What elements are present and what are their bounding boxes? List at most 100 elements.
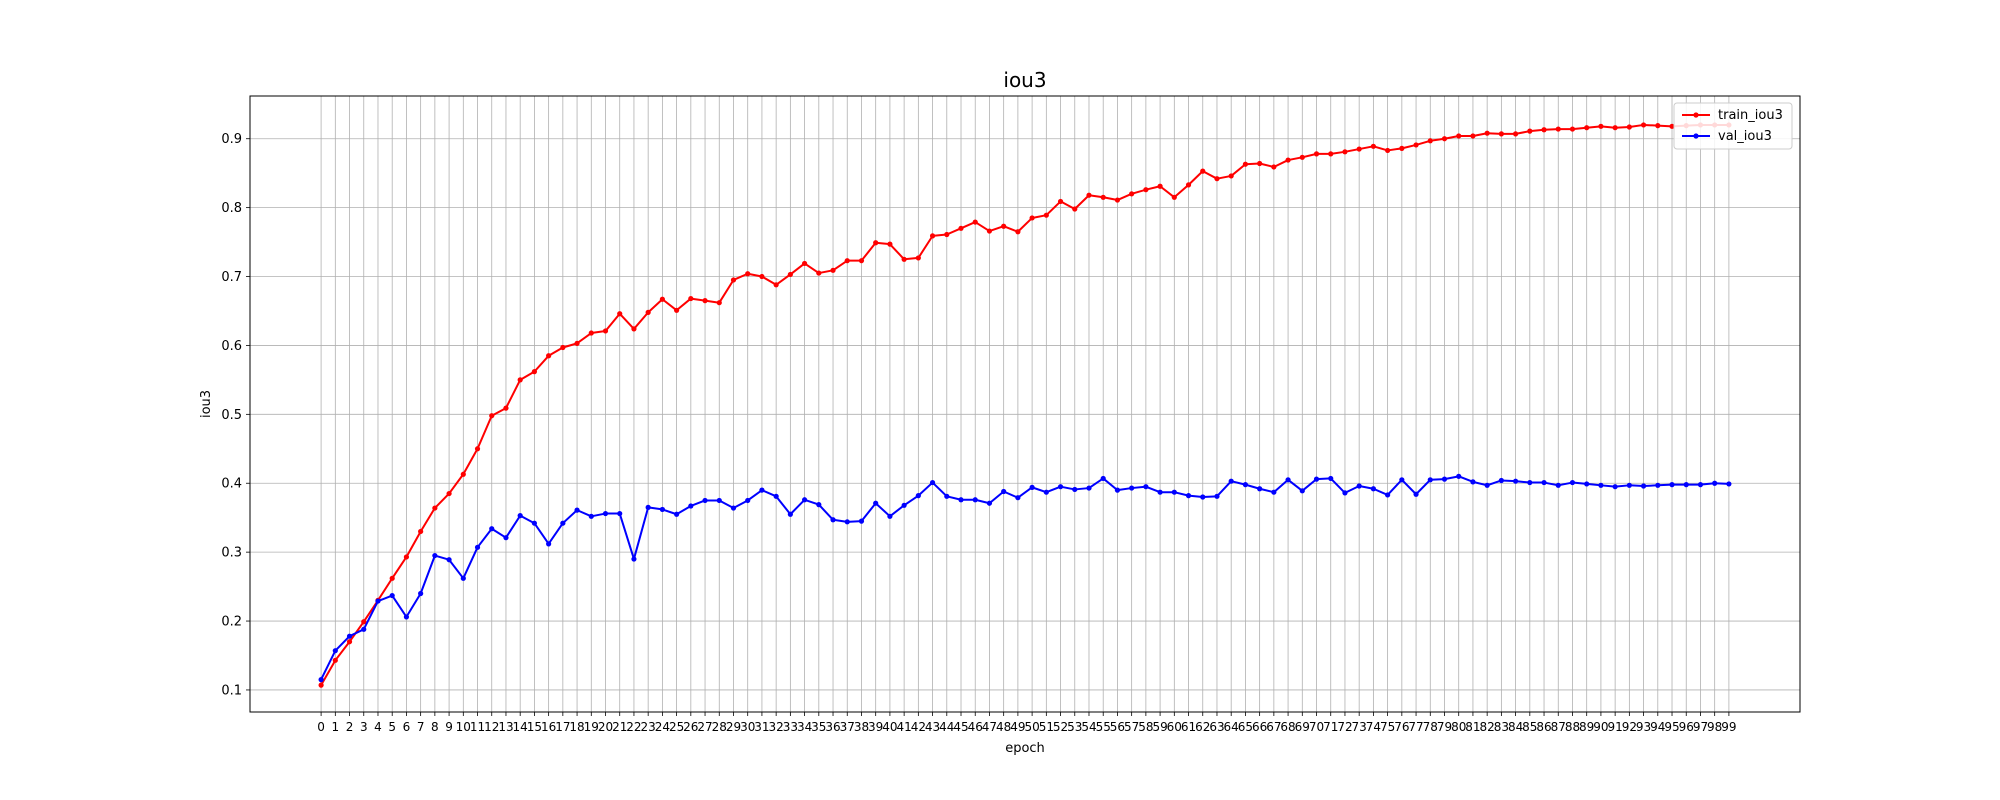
x-tick-label: 56 [1110, 720, 1125, 734]
data-point-train-iou3 [361, 619, 367, 625]
x-tick-label: 29 [726, 720, 741, 734]
data-point-train-iou3 [830, 267, 836, 273]
axes: 0 1 2 3 4 5 6 7 8 9 101112131415161718192021222324… [221, 132, 1736, 734]
x-tick-label: 96 [1679, 720, 1694, 734]
x-tick-label: 33 [783, 720, 798, 734]
x-tick-label: 52 [1053, 720, 1068, 734]
x-tick-label: 45 [953, 720, 968, 734]
data-point-val-iou3 [389, 592, 395, 599]
data-point-val-iou3 [1512, 478, 1519, 484]
data-point-train-iou3 [432, 505, 438, 511]
x-tick-label: 16 [541, 720, 556, 734]
data-point-val-iou3 [1697, 482, 1704, 488]
data-point-train-iou3 [1242, 161, 1249, 167]
data-point-train-iou3 [1313, 151, 1320, 157]
y-tick-label: 0.3 [221, 546, 242, 561]
x-tick-label: 36 [825, 720, 840, 734]
x-tick-label: 34 [797, 720, 812, 734]
data-point-train-iou3 [1427, 138, 1433, 144]
data-point-train-iou3 [716, 300, 722, 306]
data-point-train-iou3 [474, 446, 481, 452]
data-point-train-iou3 [503, 405, 509, 411]
x-tick-label: 44 [939, 720, 954, 734]
x-tick-label: 64 [1224, 720, 1239, 734]
x-tick-label: 6 [403, 720, 411, 734]
data-point-val-iou3 [361, 626, 367, 632]
x-tick-label: 12 [484, 720, 499, 734]
x-tick-label: 90 [1593, 720, 1608, 734]
data-point-val-iou3 [432, 552, 438, 559]
data-point-train-iou3 [1100, 194, 1106, 200]
data-point-train-iou3 [1200, 168, 1206, 174]
grid [250, 96, 1800, 712]
data-point-train-iou3 [1057, 198, 1064, 205]
data-point-val-iou3 [645, 504, 651, 510]
x-tick-label: 63 [1209, 720, 1224, 734]
data-point-val-iou3 [474, 544, 481, 550]
data-point-val-iou3 [1214, 493, 1220, 499]
data-point-train-iou3 [1370, 143, 1376, 149]
x-tick-label: 48 [996, 720, 1011, 734]
data-point-train-iou3 [560, 344, 566, 351]
series [318, 122, 1732, 688]
x-tick-label: 8 [431, 720, 439, 734]
data-point-train-iou3 [1356, 146, 1362, 152]
x-tick-label: 77 [1408, 720, 1423, 734]
x-tick-label: 61 [1181, 720, 1196, 734]
data-point-val-iou3 [1598, 482, 1604, 488]
x-tick-label: 5 [388, 720, 396, 734]
x-tick-label: 83 [1494, 720, 1509, 734]
data-point-val-iou3 [816, 501, 822, 508]
data-point-train-iou3 [1043, 212, 1049, 218]
data-point-val-iou3 [730, 505, 737, 511]
x-tick-label: 86 [1536, 720, 1551, 734]
data-point-train-iou3 [745, 271, 751, 277]
data-point-val-iou3 [1001, 488, 1007, 495]
data-point-val-iou3 [1640, 483, 1647, 489]
x-tick-label: 98 [1707, 720, 1722, 734]
data-point-val-iou3 [674, 511, 680, 517]
data-point-train-iou3 [403, 554, 410, 560]
x-tick-label: 13 [498, 720, 513, 734]
data-point-train-iou3 [1157, 183, 1163, 189]
data-point-val-iou3 [1114, 487, 1121, 493]
x-tick-label: 49 [1010, 720, 1025, 734]
x-tick-label: 70 [1309, 720, 1324, 734]
legend: train_iou3 val_iou3 [1673, 102, 1793, 150]
data-point-train-iou3 [1228, 173, 1234, 179]
x-tick-label: 60 [1167, 720, 1182, 734]
x-tick-label: 42 [911, 720, 926, 734]
data-point-val-iou3 [1669, 482, 1675, 488]
data-point-val-iou3 [1541, 479, 1547, 486]
data-point-val-iou3 [318, 677, 324, 683]
data-point-val-iou3 [1200, 494, 1206, 500]
data-point-val-iou3 [1143, 484, 1149, 490]
x-tick-label: 0 [317, 720, 325, 734]
data-point-val-iou3 [1399, 477, 1405, 483]
data-point-val-iou3 [617, 510, 623, 517]
legend-label-val-iou3: val_iou3 [1718, 129, 1772, 144]
x-tick-label: 91 [1607, 720, 1622, 734]
x-tick-label: 28 [712, 720, 727, 734]
data-point-val-iou3 [1015, 495, 1021, 501]
data-point-train-iou3 [1484, 130, 1490, 136]
data-point-train-iou3 [1185, 182, 1192, 188]
data-point-train-iou3 [702, 298, 708, 304]
x-tick-label: 21 [612, 720, 627, 734]
data-point-train-iou3 [1299, 154, 1305, 160]
data-point-val-iou3 [546, 541, 552, 547]
data-point-train-iou3 [858, 258, 865, 264]
x-tick-label: 30 [740, 720, 755, 734]
data-point-train-iou3 [517, 377, 523, 383]
data-point-val-iou3 [844, 519, 850, 525]
data-point-train-iou3 [1598, 123, 1604, 129]
x-tick-label: 71 [1323, 720, 1338, 734]
data-point-train-iou3 [574, 340, 580, 346]
data-point-val-iou3 [602, 510, 609, 517]
x-tick-label: 68 [1280, 720, 1295, 734]
data-point-val-iou3 [887, 513, 893, 519]
data-point-train-iou3 [1569, 126, 1576, 132]
data-point-train-iou3 [546, 353, 552, 359]
data-point-val-iou3 [873, 500, 879, 506]
x-tick-label: 55 [1096, 720, 1111, 734]
